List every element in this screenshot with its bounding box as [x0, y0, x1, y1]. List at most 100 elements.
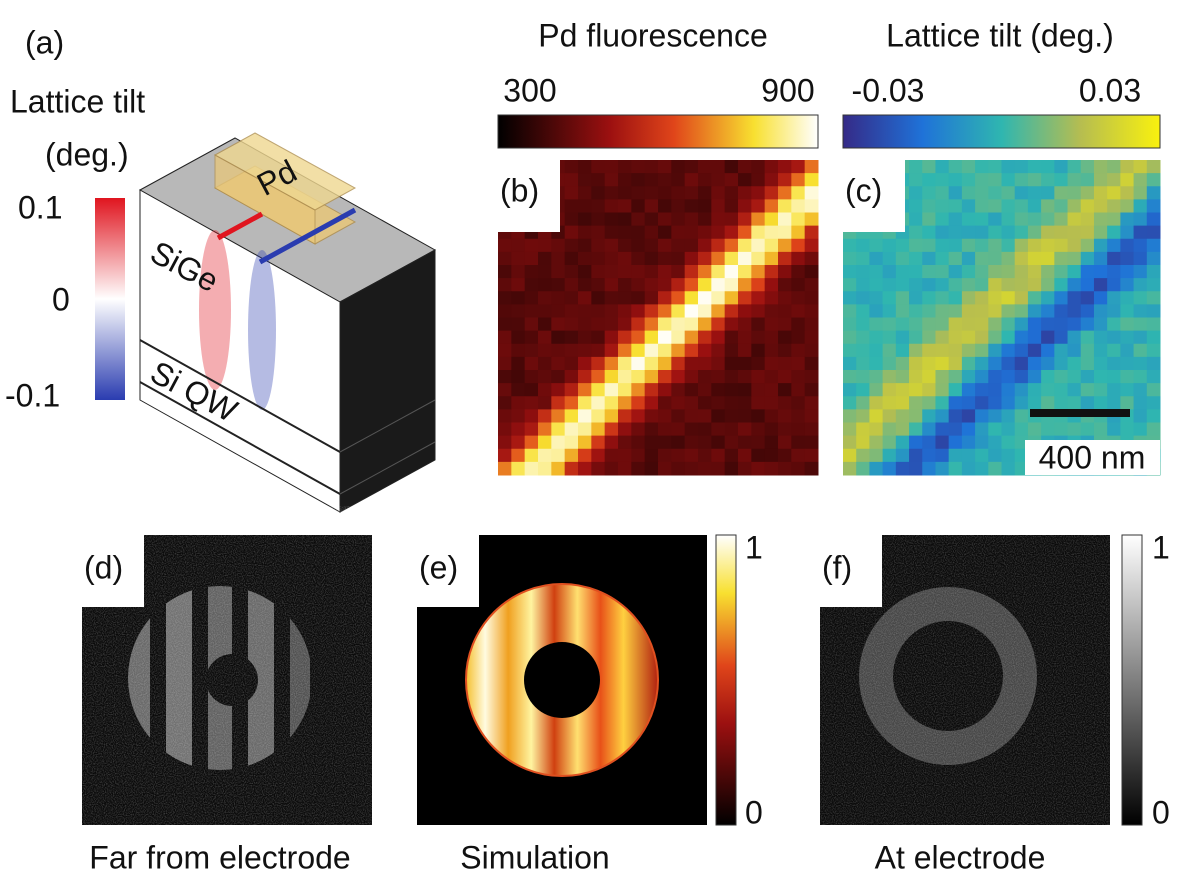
pixel	[511, 435, 526, 450]
pixel	[778, 330, 792, 345]
pixel	[922, 370, 936, 384]
pixel	[791, 212, 806, 227]
pixel	[1093, 265, 1108, 279]
pixel	[1041, 225, 1055, 240]
pixel	[1080, 225, 1095, 240]
pixel	[724, 383, 739, 397]
pixel	[1001, 409, 1016, 423]
pixel	[1133, 212, 1148, 227]
pixel	[498, 251, 512, 266]
pixel	[1146, 160, 1161, 174]
pixel	[511, 370, 526, 384]
pixel	[751, 396, 766, 410]
pixel	[961, 251, 976, 266]
pixel	[1027, 330, 1042, 345]
pixel	[1067, 396, 1082, 410]
pixel	[738, 304, 752, 318]
pixel	[751, 238, 766, 253]
pixel	[591, 238, 606, 253]
pixel	[644, 291, 659, 305]
pixel	[698, 199, 712, 213]
pixel	[1133, 343, 1148, 358]
pixel	[738, 448, 752, 463]
pixel	[1133, 199, 1148, 213]
pixel	[618, 160, 632, 174]
pixel	[948, 343, 963, 358]
pixel	[922, 173, 936, 187]
pixel	[1107, 199, 1121, 213]
pixel	[1001, 343, 1016, 358]
pixel	[961, 304, 976, 318]
pixel	[1093, 330, 1108, 345]
pixel	[671, 409, 686, 423]
pixel	[961, 461, 976, 476]
pixel	[1107, 278, 1121, 292]
pixel	[935, 461, 950, 476]
pixel	[856, 291, 870, 305]
pixel	[658, 238, 672, 253]
pixel	[961, 330, 976, 345]
pixel	[1041, 251, 1055, 266]
pixel	[1080, 265, 1095, 279]
pixel	[856, 396, 870, 410]
pixel	[804, 173, 819, 187]
pixel	[1107, 291, 1121, 305]
pixel	[658, 199, 672, 213]
pixel	[869, 265, 884, 279]
pixel	[948, 409, 963, 423]
pixel	[738, 265, 752, 279]
pixel	[1001, 160, 1016, 174]
pixel	[751, 304, 766, 318]
pixel	[778, 383, 792, 397]
pixel	[909, 317, 923, 332]
pixel	[1014, 422, 1029, 437]
pixel	[1054, 422, 1069, 437]
pixel	[618, 409, 632, 423]
pixel	[538, 343, 552, 358]
pixel	[843, 435, 857, 450]
pixel	[764, 317, 779, 332]
pixel	[1133, 383, 1148, 397]
pixel	[961, 160, 976, 174]
pixel	[618, 317, 632, 332]
pixel	[1093, 422, 1108, 437]
pixel	[1080, 422, 1095, 437]
pixel	[1120, 251, 1135, 266]
pixel	[1093, 251, 1108, 266]
pixel	[604, 265, 619, 279]
pixel	[1054, 383, 1069, 397]
pixel	[631, 186, 646, 200]
pixel	[1133, 173, 1148, 187]
pixel	[1001, 383, 1016, 397]
pixel	[498, 461, 512, 476]
pixel	[511, 278, 526, 292]
pixel	[856, 278, 870, 292]
pixel	[764, 422, 779, 437]
pixel	[511, 291, 526, 305]
pixel	[856, 461, 870, 476]
label-box	[417, 535, 479, 607]
colorbar-tick: 1	[1152, 529, 1170, 565]
pixel	[644, 435, 659, 450]
pixel	[498, 238, 512, 253]
pixel	[698, 330, 712, 345]
pixel	[564, 317, 579, 332]
pixel	[988, 317, 1002, 332]
pixel	[671, 199, 686, 213]
pixel	[644, 409, 659, 423]
pixel	[1041, 199, 1055, 213]
pixel	[975, 461, 989, 476]
pixel	[738, 422, 752, 437]
colorbar-tick: -0.03	[852, 72, 925, 108]
pixel	[869, 448, 884, 463]
pixel	[738, 317, 752, 332]
pixel	[1067, 173, 1082, 187]
pixel	[1014, 160, 1029, 174]
pixel	[922, 278, 936, 292]
pixel	[524, 356, 539, 371]
pixel	[764, 409, 779, 423]
pixel	[671, 461, 686, 476]
pixel	[658, 212, 672, 227]
pixel	[724, 317, 739, 332]
pixel	[644, 225, 659, 240]
